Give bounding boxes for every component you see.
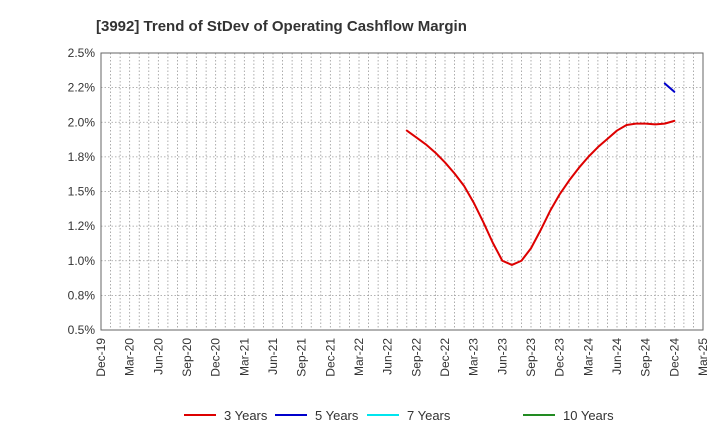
x-tick-label: Mar-21 [237, 338, 251, 376]
series-line-5-years [663, 82, 676, 93]
y-tick-label: 2.0% [68, 115, 96, 129]
grid [101, 53, 703, 330]
legend-label: 10 Years [563, 408, 614, 423]
x-tick-label: Mar-25 [696, 338, 710, 376]
x-tick-label: Dec-23 [553, 338, 567, 377]
x-axis: Dec-19 Mar-20 Jun-20 Sep-20 Dec-20 Mar-21 Jun-… [94, 338, 710, 377]
x-tick-label: Sep-20 [180, 338, 194, 377]
x-tick-label: Jun-21 [266, 338, 280, 375]
x-tick-label: Mar-22 [352, 338, 366, 376]
x-tick-label: Jun-24 [610, 338, 624, 375]
series-lines [405, 82, 676, 266]
x-tick-label: Sep-23 [524, 338, 538, 377]
y-tick-label: 2.2% [68, 81, 96, 95]
x-tick-label: Mar-24 [581, 338, 595, 376]
x-tick-label: Dec-20 [209, 338, 223, 377]
y-tick-label: 1.8% [68, 150, 96, 164]
plot-border [100, 52, 704, 331]
x-tick-label: Jun-20 [151, 338, 165, 375]
legend: 3 Years 5 Years 7 Years 10 Years [184, 408, 614, 423]
x-tick-label: Dec-19 [94, 338, 108, 377]
x-tick-label: Dec-24 [667, 338, 681, 377]
legend-label: 5 Years [315, 408, 359, 423]
legend-label: 7 Years [407, 408, 451, 423]
x-tick-label: Mar-20 [123, 338, 137, 376]
y-tick-label: 0.8% [68, 288, 96, 302]
x-tick-label: Mar-23 [467, 338, 481, 376]
y-axis: 0.5% 0.8% 1.0% 1.2% 1.5% 1.8% 2.0% 2.2% 2.5% [68, 46, 96, 337]
y-tick-label: 0.5% [68, 323, 96, 337]
x-tick-label: Jun-22 [381, 338, 395, 375]
x-tick-label: Dec-22 [438, 338, 452, 377]
x-tick-label: Sep-22 [409, 338, 423, 377]
series-line-3-years [405, 119, 676, 266]
y-tick-label: 1.2% [68, 219, 96, 233]
x-tick-label: Dec-21 [323, 338, 337, 377]
y-tick-label: 1.0% [68, 254, 96, 268]
legend-label: 3 Years [224, 408, 268, 423]
chart-title: [3992] Trend of StDev of Operating Cashf… [96, 18, 467, 35]
y-tick-label: 1.5% [68, 185, 96, 199]
x-tick-label: Jun-23 [495, 338, 509, 375]
x-tick-label: Sep-24 [639, 338, 653, 377]
y-tick-label: 2.5% [68, 46, 96, 60]
plot-frame [100, 52, 704, 331]
x-tick-label: Sep-21 [295, 338, 309, 377]
